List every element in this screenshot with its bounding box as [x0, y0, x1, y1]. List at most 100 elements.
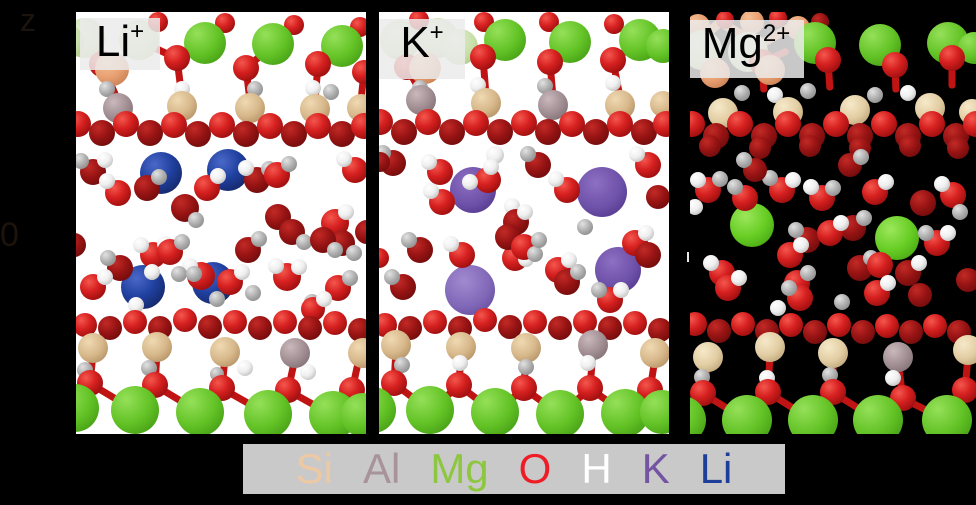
hydrogen-atom — [934, 176, 950, 192]
oxygen-atom — [281, 121, 307, 147]
oxygen-atom — [827, 313, 851, 337]
hydrogen-atom — [316, 291, 332, 307]
hydrogen-atom — [210, 168, 226, 184]
oxygen-atom — [248, 316, 272, 340]
hydrogen-atom — [462, 174, 478, 190]
hydrogen-atom — [727, 179, 743, 195]
hydrogen-atom — [800, 83, 816, 99]
magnesium-atom — [536, 390, 584, 434]
oxygen-atom — [635, 242, 661, 268]
hydrogen-atom — [133, 237, 149, 253]
hydrogen-atom — [561, 252, 577, 268]
hydrogen-atom — [99, 81, 115, 97]
hydrogen-atom — [421, 154, 437, 170]
oxygen-atom — [223, 310, 247, 334]
aluminum-atom — [280, 338, 310, 368]
oxygen-atom — [351, 113, 366, 139]
hydrogen-atom — [833, 215, 849, 231]
oxygen-atom — [76, 233, 86, 257]
oxygen-atom — [161, 112, 187, 138]
oxygen-atom — [577, 375, 603, 401]
charge-superscript: + — [429, 19, 444, 46]
oxygen-atom — [910, 190, 936, 216]
hydrogen-atom — [580, 355, 596, 371]
oxygen-atom — [646, 185, 669, 209]
oxygen-atom — [707, 319, 731, 343]
oxygen-atom — [956, 268, 976, 292]
hydrogen-atom — [825, 180, 841, 196]
hydrogen-atom — [394, 357, 410, 373]
legend-item-si: Si — [295, 445, 333, 492]
hydrogen-atom — [940, 225, 956, 241]
oxygen-atom — [947, 137, 969, 159]
panel-label-li: Li + — [80, 17, 160, 70]
magnesium-atom — [244, 390, 292, 434]
hydrogen-atom — [952, 204, 968, 220]
silicon-atom — [755, 332, 785, 362]
oxygen-atom — [604, 14, 624, 34]
hydrogen-atom — [800, 265, 816, 281]
oxygen-atom — [919, 111, 945, 137]
oxygen-atom — [355, 220, 366, 244]
hydrogen-atom — [186, 266, 202, 282]
oxygen-atom — [851, 320, 875, 344]
hydrogen-atom — [128, 297, 144, 313]
oxygen-atom — [446, 372, 472, 398]
oxygen-atom — [164, 45, 190, 71]
hydrogen-atom — [300, 364, 316, 380]
oxygen-atom — [963, 111, 976, 137]
hydrogen-atom — [151, 169, 167, 185]
oxygen-atom — [559, 111, 585, 137]
hydrogen-atom — [336, 151, 352, 167]
hydrogen-atom — [76, 153, 89, 169]
oxygen-atom — [352, 60, 366, 84]
oxygen-atom — [699, 135, 721, 157]
hydrogen-atom — [638, 225, 654, 241]
z-axis-label: z — [20, 2, 36, 38]
hydrogen-atom — [209, 291, 225, 307]
legend-item-al: Al — [362, 445, 401, 492]
silicon-atom — [142, 332, 172, 362]
hydrogen-atom — [518, 359, 534, 375]
hydrogen-atom — [517, 204, 533, 220]
hydrogen-atom — [591, 282, 607, 298]
silicon-atom — [640, 338, 669, 368]
hydrogen-atom — [712, 171, 728, 187]
hydrogen-atom — [531, 232, 547, 248]
hydrogen-atom — [867, 87, 883, 103]
panel-label-k: K + — [379, 18, 465, 79]
silicon-atom — [650, 91, 669, 117]
silicon-atom — [511, 333, 541, 363]
oxygen-atom — [137, 120, 163, 146]
oxygen-atom — [305, 113, 331, 139]
oxygen-atom — [548, 316, 572, 340]
silicon-atom — [693, 342, 723, 372]
oxygen-atom — [648, 318, 669, 342]
hydrogen-atom — [793, 237, 809, 253]
hydrogen-atom — [527, 246, 543, 262]
panel-potassium: K + — [379, 12, 669, 434]
charge-superscript: + — [130, 18, 145, 45]
hydrogen-atom — [853, 149, 869, 165]
potassium-ion-atom — [445, 265, 495, 315]
oxygen-atom — [537, 49, 563, 75]
oxygen-atom — [463, 110, 489, 136]
magnesium-atom — [471, 388, 519, 434]
oxygen-atom — [76, 111, 91, 137]
oxygen-atom — [775, 111, 801, 137]
oxygen-atom — [899, 135, 921, 157]
hydrogen-atom — [100, 250, 116, 266]
oxygen-atom — [423, 310, 447, 334]
oxygen-atom — [123, 310, 147, 334]
oxygen-atom — [273, 310, 297, 334]
oxygen-atom — [799, 135, 821, 157]
oxygen-atom — [185, 121, 211, 147]
legend-item-k: K — [641, 445, 670, 492]
hydrogen-atom — [144, 264, 160, 280]
oxygen-atom — [623, 311, 647, 335]
magnesium-atom — [922, 395, 972, 434]
hydrogen-atom — [834, 294, 850, 310]
hydrogen-atom — [251, 231, 267, 247]
oxygen-atom — [631, 119, 657, 145]
